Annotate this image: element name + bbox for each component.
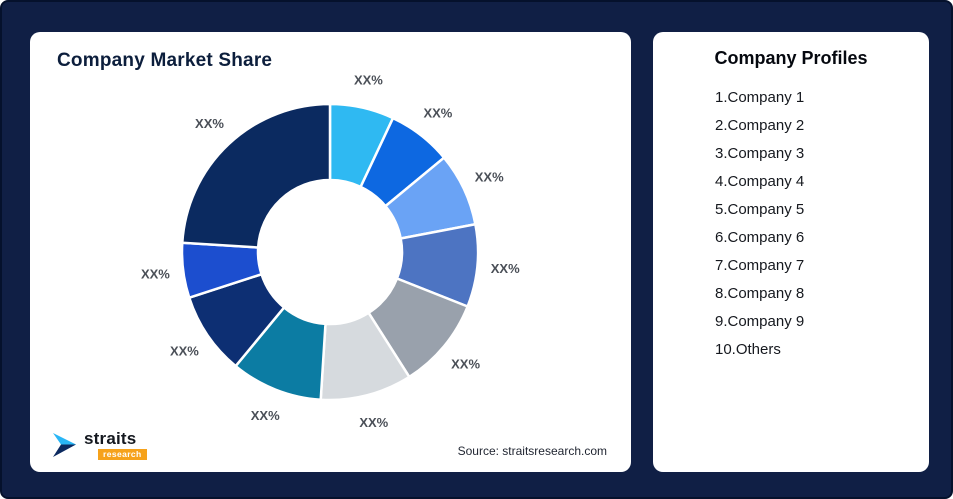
company-list: 1.Company 1 2.Company 2 3.Company 3 4.Compa… xyxy=(715,84,919,364)
list-item: 7.Company 7 xyxy=(715,257,805,274)
company-profiles-card: Company Profiles 1.Company 1 2.Company 2 3… xyxy=(653,32,929,472)
donut-chart: XX% XX% XX% XX% XX% XX% XX% XX% XX% XX% xyxy=(141,73,520,430)
slice-label-7: XX% xyxy=(251,408,280,423)
straits-research-logo: straits research xyxy=(52,428,147,460)
list-item: 6.Company 6 xyxy=(715,229,805,246)
straits-logo-icon xyxy=(53,432,76,457)
logo-text: straits research xyxy=(84,428,147,460)
slice-label-4: XX% xyxy=(491,261,520,276)
list-item: 5.Company 5 xyxy=(715,201,805,218)
profiles-title: Company Profiles xyxy=(714,48,868,68)
slice-label-8: XX% xyxy=(170,343,199,358)
slice-label-6: XX% xyxy=(359,415,388,430)
slice-label-9: XX% xyxy=(141,267,170,282)
chart-title: Company Market Share xyxy=(57,50,273,71)
slice-label-1: XX% xyxy=(354,73,383,88)
market-share-card: Company Market Share XX% XX% XX% XX% XX% XX% X… xyxy=(30,32,631,472)
list-item: 2.Company 2 xyxy=(715,117,805,134)
logo-sub-text: research xyxy=(98,448,147,460)
slice-label-10: XX% xyxy=(195,116,224,131)
list-item: 8.Company 8 xyxy=(715,285,805,302)
slice-label-5: XX% xyxy=(451,357,480,372)
list-item: 3.Company 3 xyxy=(715,145,805,162)
slice-label-3: XX% xyxy=(475,170,504,185)
list-item: 1.Company 1 xyxy=(715,89,805,106)
logo-brand-text: straits xyxy=(84,428,137,448)
slice-label-2: XX% xyxy=(423,105,452,120)
donut-slice-10 xyxy=(181,102,332,249)
list-item: 10.Others xyxy=(715,341,781,358)
list-item: 9.Company 9 xyxy=(715,313,805,330)
list-item: 4.Company 4 xyxy=(715,173,805,190)
source-text: Source: straitsresearch.com xyxy=(457,444,607,458)
